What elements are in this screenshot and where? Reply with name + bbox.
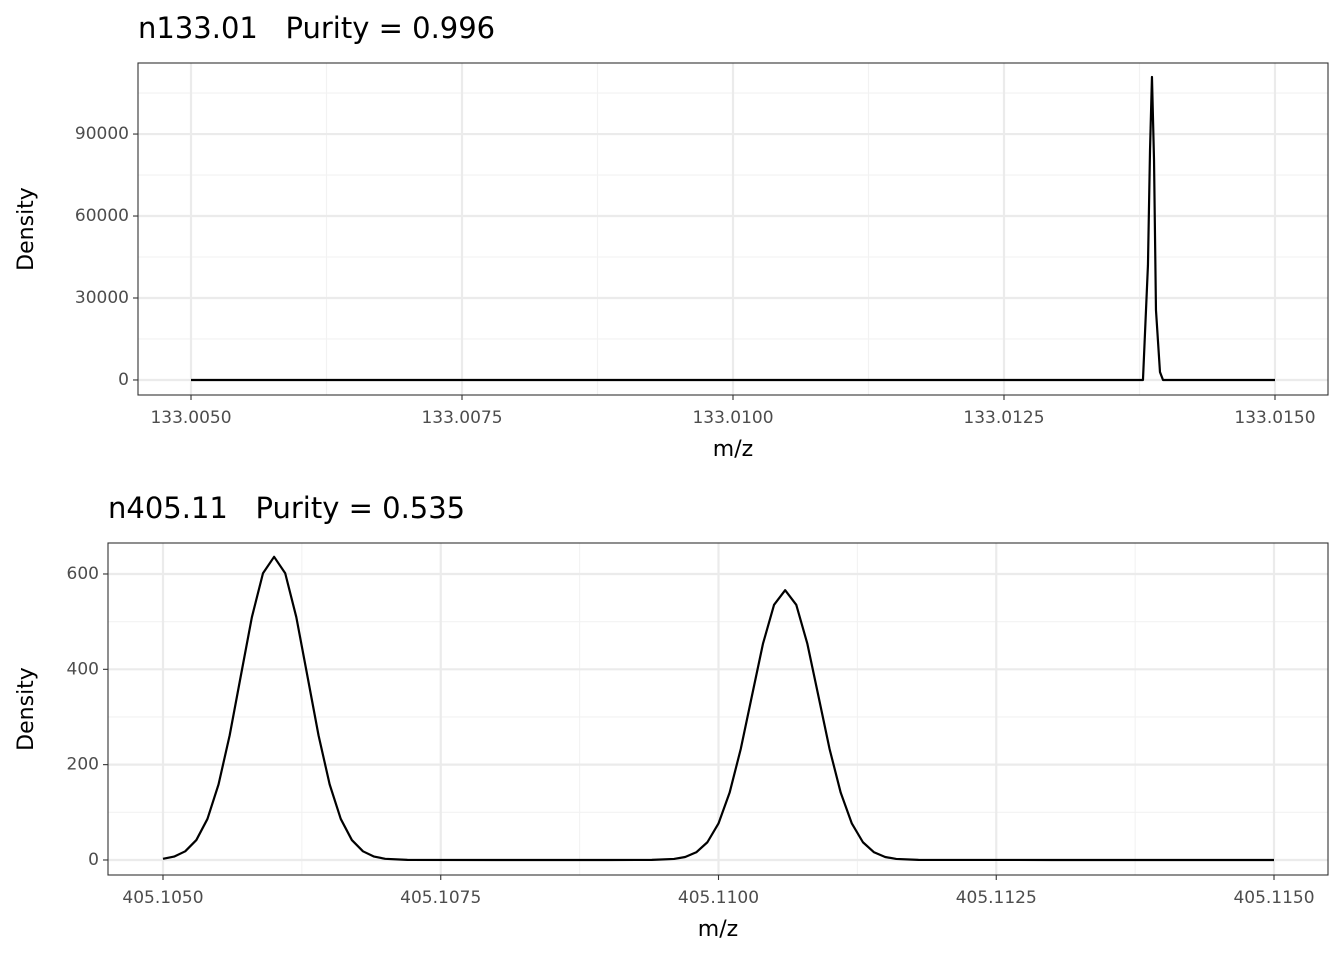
x-tick-label: 133.0050 [150,408,231,428]
y-tick-label: 0 [118,370,129,390]
x-tick-label: 405.1075 [400,888,481,908]
y-tick-label: 0 [88,850,99,870]
x-tick-label: 133.0100 [692,408,773,428]
panel-border [137,62,1329,396]
x-tick-label: 133.0075 [421,408,502,428]
x-axis-title: m/z [713,437,753,462]
x-tick-label: 133.0125 [963,408,1044,428]
y-tick-label: 200 [67,755,99,775]
chart-panel: 133.0050 133.0075 133.0100 133.0125 133.0150… [14,11,1329,462]
density-line [162,555,1274,862]
y-tick-label: 60000 [75,206,129,226]
x-tick-label: 405.1050 [122,888,203,908]
x-tick-label: 133.0150 [1234,408,1315,428]
x-axis-title: m/z [698,917,738,942]
y-tick-label: 90000 [75,124,129,144]
chart-title: n405.11 Purity = 0.535 [108,491,465,525]
chart-title: n133.01 Purity = 0.996 [138,11,495,45]
y-tick-label: 30000 [75,288,129,308]
y-axis-title: Density [14,187,39,271]
y-tick-label: 400 [67,659,99,679]
y-tick-label: 600 [67,564,99,584]
x-tick-label: 405.1100 [678,888,759,908]
x-tick-label: 405.1150 [1233,888,1314,908]
x-tick-label: 405.1125 [956,888,1037,908]
density-line [191,75,1275,382]
panel-border [107,542,1329,876]
y-axis-title: Density [14,667,39,751]
chart-panel: 405.1050 405.1075 405.1100 405.1125 405.1150… [14,491,1329,942]
